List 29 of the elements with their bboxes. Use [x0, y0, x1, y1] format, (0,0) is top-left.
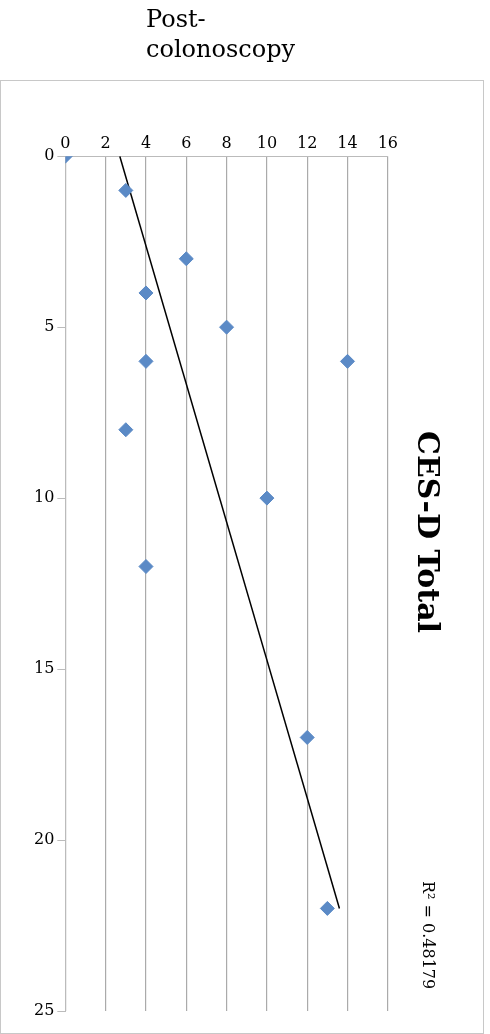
- point: [138, 353, 154, 369]
- y-tick-label: 10: [34, 487, 55, 507]
- x-tick-label: 8: [221, 132, 232, 152]
- point: [219, 319, 235, 335]
- x-tick-label: 6: [181, 132, 192, 152]
- y-tick-label: 0: [44, 145, 55, 165]
- x-tick-label: 16: [377, 132, 398, 152]
- text: CES-D Total: [411, 431, 446, 634]
- x-tick-label: 10: [256, 132, 278, 152]
- point: [259, 490, 275, 506]
- y-tick-label: 15: [34, 658, 55, 678]
- x-tick-label: 0: [60, 132, 71, 152]
- text: R² = 0.48179: [419, 881, 438, 990]
- y-tick-label: 25: [34, 1000, 55, 1020]
- point: [178, 251, 194, 267]
- x-tick-label: 12: [297, 132, 318, 152]
- point: [340, 353, 356, 369]
- point: [138, 559, 154, 574]
- y-tick-label: 20: [34, 829, 55, 849]
- x-tick-label: 2: [100, 132, 111, 152]
- point: [138, 285, 154, 301]
- point: [299, 729, 315, 745]
- x-tick-label: 14: [337, 132, 358, 152]
- chart-subtitle: Post-colonoscopy: [146, 4, 297, 64]
- x-tick-label: 4: [140, 132, 152, 152]
- point: [118, 422, 134, 438]
- point: [118, 182, 134, 198]
- y-tick-label: 5: [44, 316, 55, 336]
- point: [319, 900, 335, 916]
